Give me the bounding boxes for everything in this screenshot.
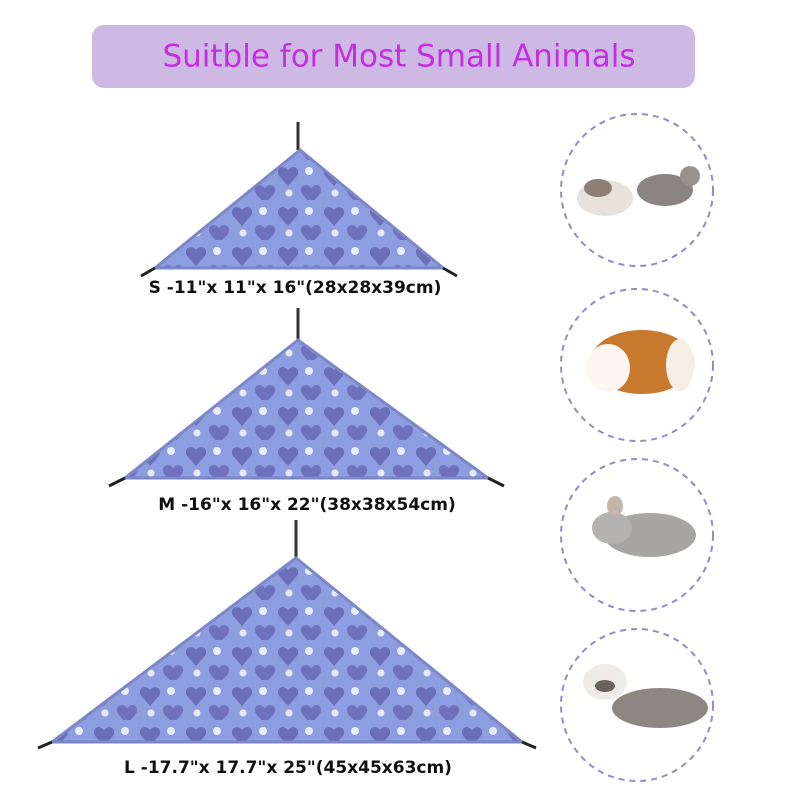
chinchilla — [592, 496, 696, 557]
size-label: M -16"x 16"x 22"(38x38x54cm) — [158, 495, 455, 515]
ferret — [583, 664, 708, 728]
size-label: S -11"x 11"x 16"(28x28x39cm) — [149, 278, 442, 298]
title: Suitble for Most Small Animals — [162, 39, 635, 75]
hammock-medium — [108, 308, 505, 488]
size-label: L -17.7"x 17.7"x 25"(45x45x63cm) — [124, 758, 452, 778]
hammock-large — [37, 520, 537, 750]
hammock-small — [140, 122, 458, 278]
guinea-pig — [586, 330, 694, 394]
title-banner — [92, 25, 695, 88]
hamster-mouse — [577, 166, 700, 216]
